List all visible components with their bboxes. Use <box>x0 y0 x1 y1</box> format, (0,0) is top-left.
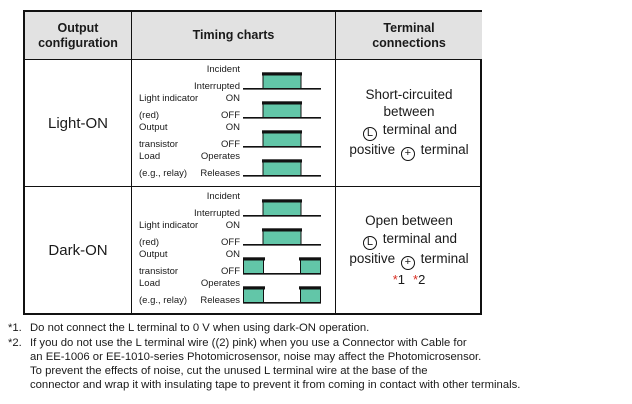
waveform <box>243 280 321 306</box>
signal-row: Light indicator ON (red) OFF <box>139 92 335 121</box>
signal-label: Light indicator <box>139 220 199 231</box>
footnote-2-line: connector and wrap it with insulating ta… <box>30 379 521 391</box>
state-label-bottom: Interrupted <box>194 208 240 219</box>
waveform <box>243 251 321 277</box>
circled-plus-icon: + <box>400 255 415 270</box>
footnote-2-marker: *2. <box>8 337 22 349</box>
signal-row: Incident Interrupted <box>139 190 335 219</box>
state-label-top: ON <box>225 220 240 231</box>
timing-chart-dark-on: Incident Interrupted Light indicator ON (… <box>132 187 336 313</box>
header-terminal-connections: Terminal connections <box>336 12 482 60</box>
signal-label: transistor <box>139 139 179 150</box>
signal-row: Incident Interrupted <box>139 63 335 92</box>
header-timing-charts-label: Timing charts <box>192 28 275 42</box>
terminal-text-line: L terminal and <box>361 230 457 250</box>
terminal-text-line: positive + terminal <box>349 141 469 161</box>
cell-light-on-config: Light-ON <box>25 60 132 187</box>
header-output-configuration-label: Output configuration <box>38 20 118 50</box>
waveform <box>243 153 321 179</box>
waveform <box>243 66 321 92</box>
signal-label: Output <box>139 249 168 260</box>
asterisk-1: * <box>392 271 398 287</box>
signal-label: (red) <box>139 110 160 121</box>
header-output-configuration: Output configuration <box>25 12 132 60</box>
output-configuration-table: Output configuration Timing charts Termi… <box>23 10 482 315</box>
signal-row: Load Operates (e.g., relay) Releases <box>139 277 335 306</box>
cell-dark-on-config: Dark-ON <box>25 187 132 313</box>
signal-row: Load Operates (e.g., relay) Releases <box>139 150 335 179</box>
timing-chart-light-on: Incident Interrupted Light indicator ON (… <box>132 60 336 187</box>
pulse-waveform-icon <box>243 72 321 90</box>
signal-label: (red) <box>139 237 160 248</box>
cell-light-on-terminal: Short-circuited between L terminal and p… <box>336 60 482 187</box>
inverted-waveform-icon <box>243 286 321 304</box>
state-label-bottom: OFF <box>221 139 240 150</box>
signal-label: (e.g., relay) <box>139 168 188 179</box>
footnote-1: *1. Do not connect the L terminal to 0 V… <box>8 321 628 335</box>
pulse-waveform-icon <box>243 130 321 148</box>
footnotes: *1. Do not connect the L terminal to 0 V… <box>8 321 628 393</box>
inverted-waveform-icon <box>243 257 321 275</box>
footnote-2-line: To prevent the effects of noise, cut the… <box>30 365 428 377</box>
pulse-waveform-icon <box>243 199 321 217</box>
footnote-1-marker: *1. <box>8 322 22 334</box>
state-label-bottom: Releases <box>200 168 240 179</box>
signal-label: Light indicator <box>139 93 199 104</box>
terminal-text-line: Open between <box>365 213 453 228</box>
footnote-2-line: If you do not use the L terminal wire ((… <box>30 337 467 349</box>
circled-L-icon: L <box>362 235 377 250</box>
signal-label: Output <box>139 122 168 133</box>
signal-label: Load <box>139 151 161 162</box>
state-label-bottom: OFF <box>221 266 240 277</box>
dark-on-label: Dark-ON <box>48 241 108 259</box>
waveform <box>243 222 321 248</box>
waveform <box>243 124 321 150</box>
state-label-bottom: OFF <box>221 110 240 121</box>
state-label-bottom: Releases <box>200 295 240 306</box>
state-label-top: ON <box>225 93 240 104</box>
terminal-text-line: positive + terminal <box>349 250 469 270</box>
state-label-top: Incident <box>206 191 240 202</box>
signal-label: (e.g., relay) <box>139 295 188 306</box>
header-timing-charts: Timing charts <box>132 12 336 60</box>
circled-plus-icon: + <box>400 146 415 161</box>
footnote-1-line: Do not connect the L terminal to 0 V whe… <box>30 322 370 334</box>
signal-label: Load <box>139 278 161 289</box>
state-label-top: Operates <box>200 278 240 289</box>
waveform <box>243 95 321 121</box>
state-label-top: Operates <box>200 151 240 162</box>
circled-L-icon: L <box>362 126 377 141</box>
terminal-text-line: L terminal and <box>361 121 457 141</box>
state-label-top: ON <box>225 249 240 260</box>
cell-dark-on-terminal: Open between L terminal and positive + t… <box>336 187 482 313</box>
state-label-top: Incident <box>206 64 240 75</box>
pulse-waveform-icon <box>243 159 321 177</box>
header-terminal-connections-label: Terminal connections <box>372 20 446 50</box>
signal-row: Output ON transistor OFF <box>139 121 335 150</box>
state-label-top: ON <box>225 122 240 133</box>
footnote-references: *1 *2 <box>392 271 426 287</box>
waveform <box>243 193 321 219</box>
terminal-text-line: Short-circuited <box>365 86 453 102</box>
light-on-label: Light-ON <box>47 114 109 132</box>
asterisk-2: * <box>413 271 419 287</box>
terminal-text-line: between <box>383 104 435 119</box>
signal-row: Light indicator ON (red) OFF <box>139 219 335 248</box>
signal-label: transistor <box>139 266 179 277</box>
pulse-waveform-icon <box>243 228 321 246</box>
footnote-2: *2. If you do not use the L terminal wir… <box>8 336 628 392</box>
state-label-bottom: Interrupted <box>194 81 240 92</box>
pulse-waveform-icon <box>243 101 321 119</box>
state-label-bottom: OFF <box>221 237 240 248</box>
signal-row: Output ON transistor OFF <box>139 248 335 277</box>
footnote-2-line: an EE-1006 or EE-1010-series Photomicros… <box>30 351 482 363</box>
